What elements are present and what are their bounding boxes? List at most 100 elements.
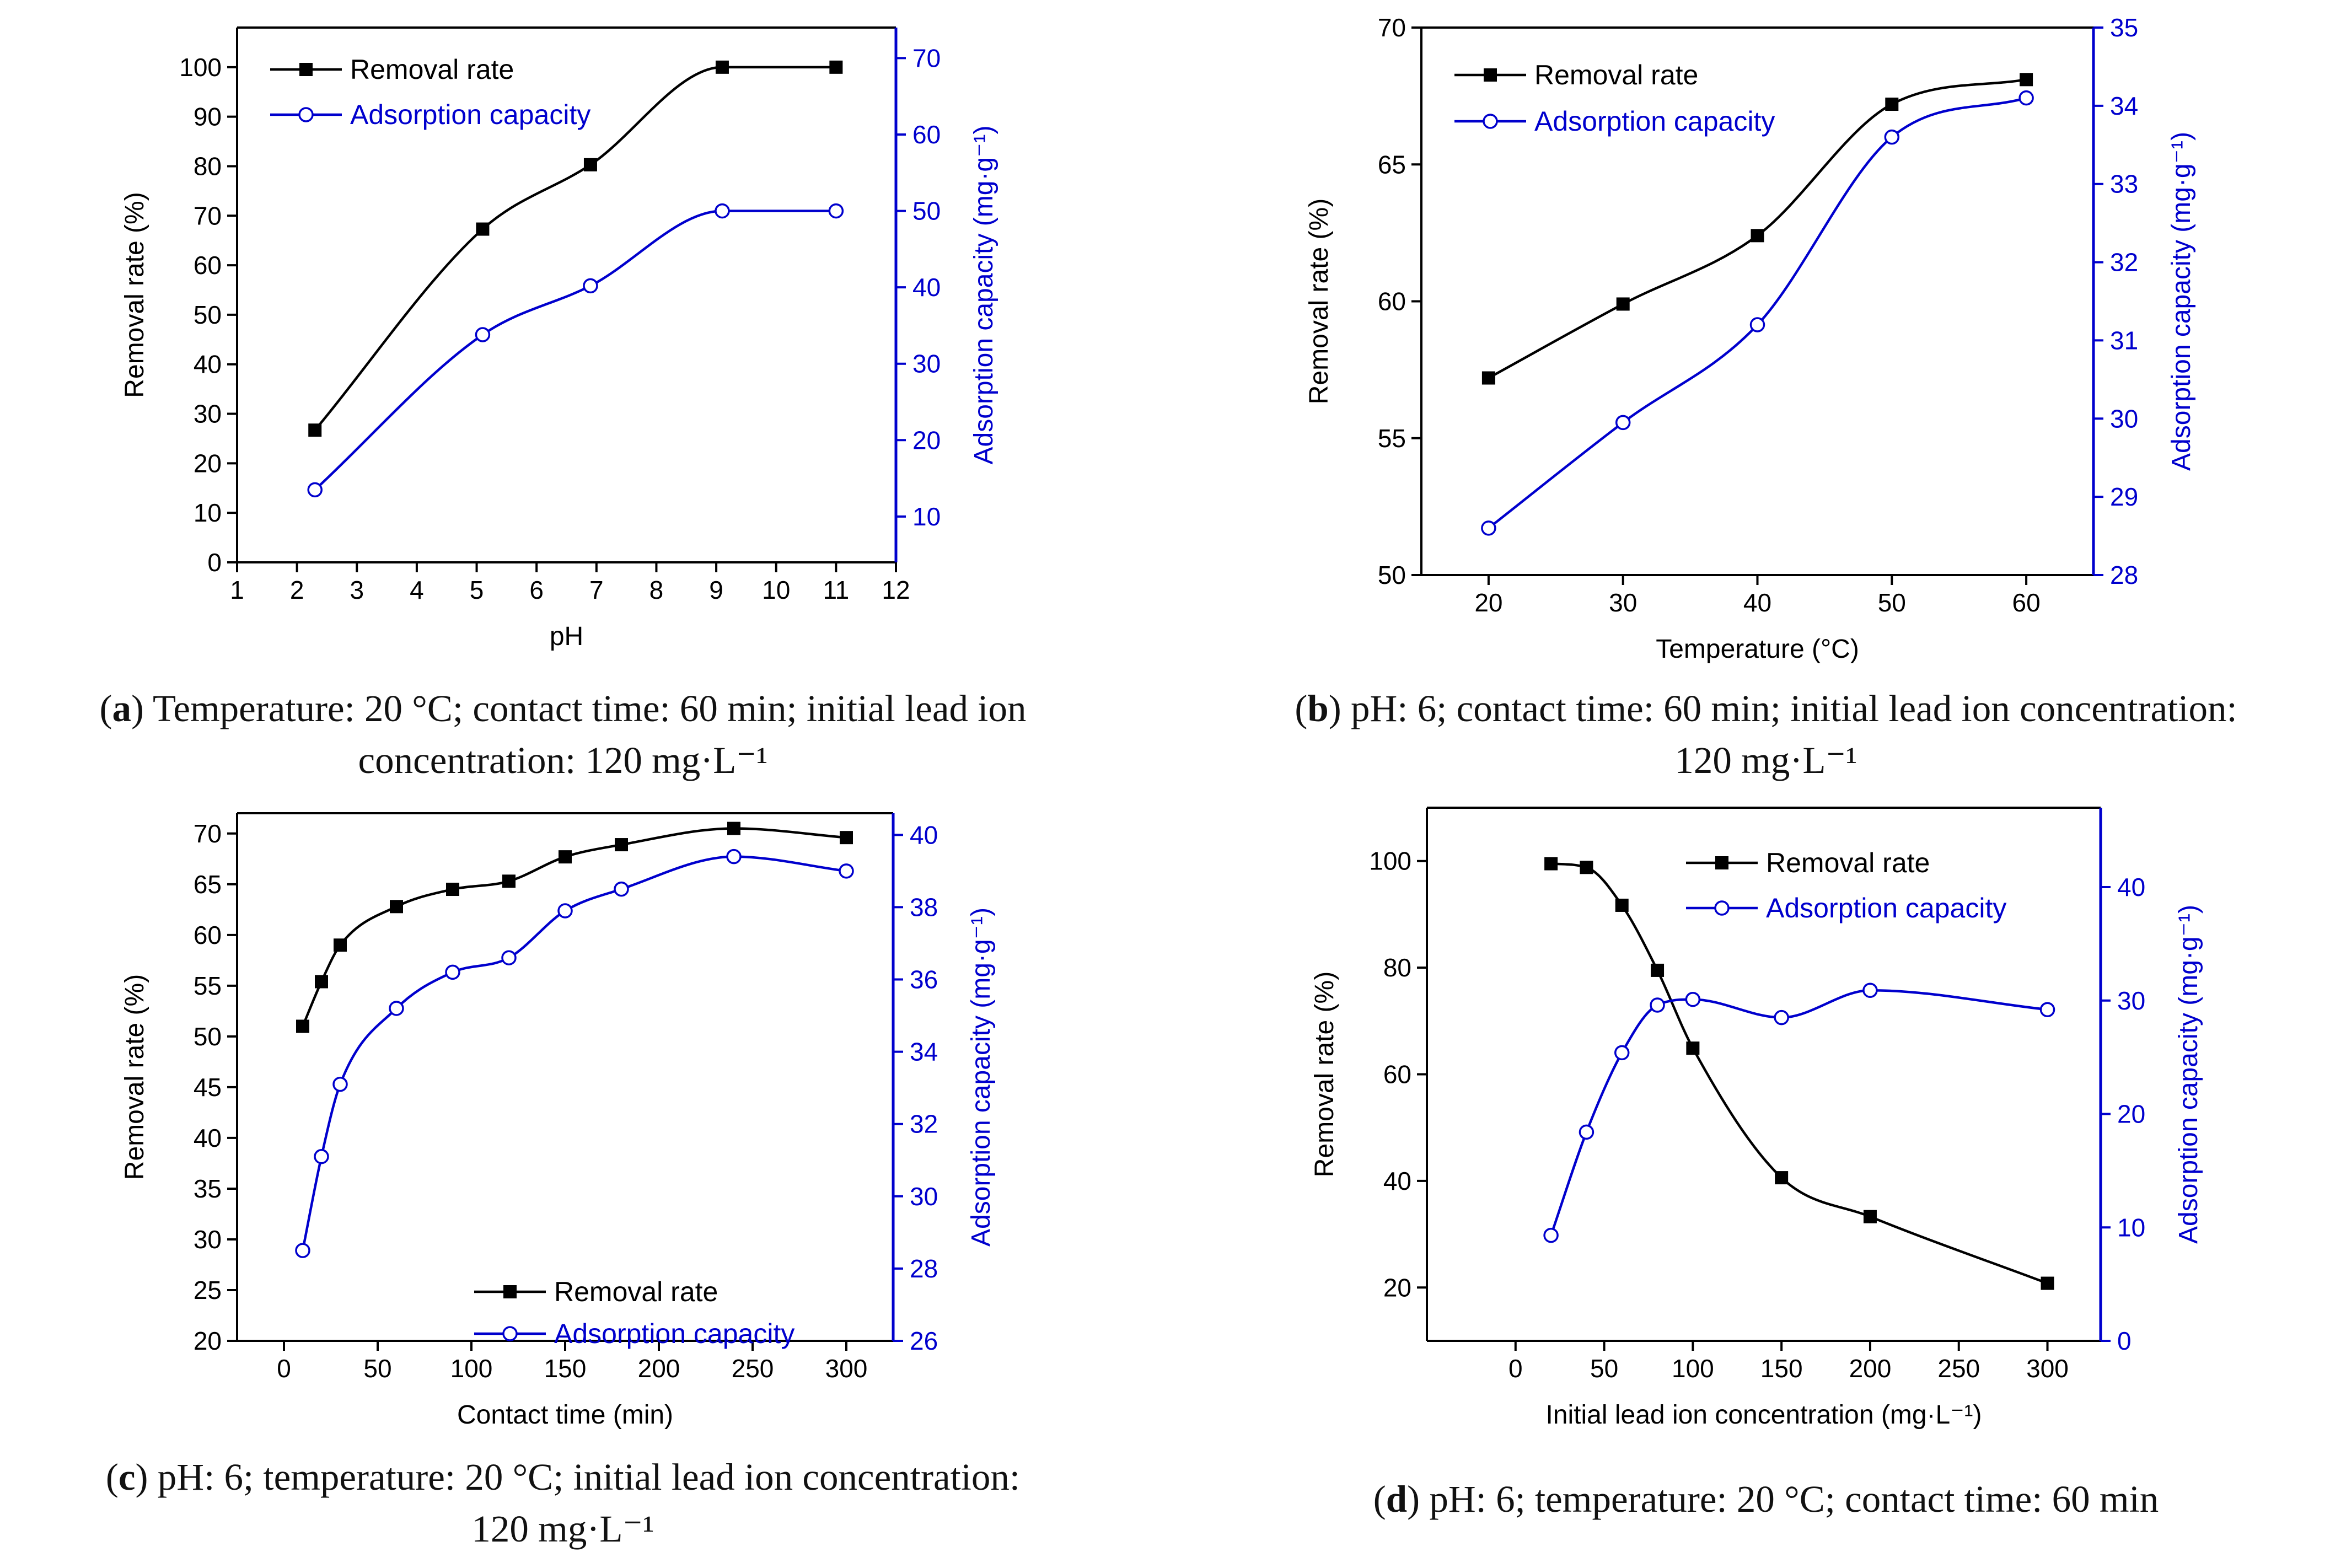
- x-tick-label: 3: [350, 576, 364, 604]
- series-line-adsorption-capacity: [314, 210, 836, 491]
- legend-marker: [503, 1285, 517, 1298]
- legend-marker: [298, 107, 314, 122]
- y-tick-label-right: 29: [2110, 482, 2138, 511]
- y-tick-label-left: 40: [194, 350, 222, 379]
- y-tick-label-right: 31: [2110, 326, 2138, 355]
- x-axis-label: Initial lead ion concentration (mg·L⁻¹): [1545, 1400, 1982, 1430]
- y-tick-label-left: 80: [1383, 953, 1411, 982]
- y-axis-label-left: Removal rate (%): [120, 974, 149, 1180]
- data-point-adsorption-capacity: [307, 482, 323, 498]
- y-axis-label-right: Adsorption capacity (mg·g⁻¹): [969, 126, 998, 465]
- y-tick-label-right: 10: [912, 502, 941, 531]
- y-tick-label-right: 28: [2110, 561, 2138, 589]
- x-tick-label: 12: [882, 576, 910, 604]
- caption-letter: a: [112, 688, 132, 729]
- series-line-adsorption-capacity: [1549, 989, 2048, 1236]
- legend-label: Adsorption capacity: [1534, 106, 1775, 137]
- x-tick-label: 4: [410, 576, 424, 604]
- y-tick-label-left: 65: [194, 870, 222, 899]
- y-tick-label-left: 20: [194, 449, 222, 477]
- series-line-adsorption-capacity: [301, 855, 847, 1251]
- data-point-removal-rate: [502, 874, 516, 888]
- chart-b: 20 30 40 50 60 50 55 60 65 70 28 29 30 31 32 33 34 35 Temp…: [1304, 13, 2196, 664]
- y-axis-label-left: Removal rate (%): [1310, 971, 1339, 1177]
- y-tick-label-right: 10: [2117, 1213, 2145, 1242]
- chart-d: 0 50 100 150 200 250 300 20 40 60 80 100 0 10 20 30 40 In…: [1310, 807, 2203, 1430]
- data-point-removal-rate: [1651, 963, 1665, 977]
- caption-letter: b: [1307, 688, 1329, 729]
- y-tick-label-left: 60: [194, 251, 222, 280]
- data-point-adsorption-capacity: [1481, 520, 1496, 536]
- x-tick-label: 150: [544, 1354, 587, 1383]
- data-point-removal-rate: [1616, 297, 1630, 311]
- y-tick-label-left: 50: [1378, 561, 1406, 589]
- data-point-removal-rate: [559, 850, 572, 864]
- x-tick-label: 100: [450, 1354, 493, 1383]
- y-tick-label-left: 55: [194, 971, 222, 1000]
- data-point-removal-rate: [1751, 229, 1764, 243]
- x-tick-label: 2: [290, 576, 304, 604]
- y-tick-label-right: 34: [910, 1038, 938, 1066]
- y-tick-label-left: 20: [194, 1327, 222, 1355]
- data-point-removal-rate: [1863, 1210, 1877, 1223]
- x-tick-label: 0: [1508, 1354, 1523, 1383]
- x-tick-label: 200: [638, 1354, 680, 1383]
- data-point-adsorption-capacity: [1614, 1045, 1630, 1061]
- y-tick-label-left: 50: [194, 300, 222, 329]
- data-point-adsorption-capacity: [726, 849, 742, 864]
- data-point-removal-rate: [1481, 371, 1495, 385]
- legend-label: Removal rate: [350, 54, 514, 85]
- y-tick-label-left: 45: [194, 1073, 222, 1102]
- y-tick-label-right: 30: [2110, 404, 2138, 433]
- y-tick-label-left: 30: [194, 400, 222, 428]
- y-tick-label-left: 60: [1383, 1060, 1411, 1089]
- y-tick-label-right: 40: [912, 273, 941, 302]
- data-point-adsorption-capacity: [2039, 1002, 2055, 1017]
- data-point-removal-rate: [308, 423, 322, 437]
- legend-label: Adsorption capacity: [1766, 893, 2006, 923]
- y-axis-label-right: Adsorption capacity (mg·g⁻¹): [967, 907, 996, 1247]
- x-tick-label: 300: [825, 1354, 868, 1383]
- legend-label: Adsorption capacity: [554, 1318, 794, 1349]
- data-point-adsorption-capacity: [445, 964, 460, 980]
- y-tick-label-right: 20: [912, 426, 941, 454]
- data-point-adsorption-capacity: [614, 881, 629, 897]
- caption-line1: pH: 6; temperature: 20 °C; initial lead …: [157, 1456, 1021, 1498]
- data-point-adsorption-capacity: [295, 1243, 310, 1258]
- y-axis-label-right: Adsorption capacity (mg·g⁻¹): [2167, 132, 2196, 471]
- x-tick-label: 50: [1590, 1354, 1618, 1383]
- data-point-adsorption-capacity: [2018, 90, 2034, 106]
- y-tick-label-left: 35: [194, 1174, 222, 1203]
- data-point-removal-rate: [1775, 1171, 1789, 1185]
- y-tick-label-right: 40: [2117, 873, 2145, 901]
- data-point-adsorption-capacity: [314, 1148, 329, 1164]
- caption-b: (b) pH: 6; contact time: 60 min; initial…: [1295, 688, 2237, 781]
- x-axis-label: pH: [550, 622, 583, 651]
- x-tick-label: 1: [230, 576, 244, 604]
- y-tick-label-left: 40: [1383, 1167, 1411, 1195]
- x-tick-label: 20: [1474, 588, 1502, 617]
- data-point-removal-rate: [2041, 1276, 2054, 1290]
- data-point-removal-rate: [727, 821, 740, 835]
- data-point-adsorption-capacity: [1749, 317, 1765, 332]
- series-line-removal-rate: [1550, 862, 2048, 1285]
- data-point-adsorption-capacity: [715, 203, 730, 219]
- y-tick-label-left: 20: [1383, 1273, 1411, 1302]
- x-tick-label: 40: [1743, 588, 1771, 617]
- data-point-adsorption-capacity: [1774, 1009, 1789, 1025]
- y-tick-label-right: 50: [912, 197, 941, 225]
- y-tick-label-right: 33: [2110, 170, 2138, 198]
- x-axis-label: Temperature (°C): [1656, 635, 1859, 664]
- data-point-adsorption-capacity: [828, 203, 844, 219]
- series-line-adsorption-capacity: [1488, 96, 2027, 529]
- x-tick-label: 30: [1609, 588, 1637, 617]
- y-tick-label-right: 40: [910, 820, 938, 849]
- caption-line1: Temperature: 20 °C; contact time: 60 min…: [153, 688, 1027, 729]
- y-tick-label-right: 38: [910, 893, 938, 921]
- data-point-removal-rate: [615, 838, 628, 852]
- data-point-removal-rate: [315, 975, 328, 989]
- legend-marker: [299, 63, 313, 76]
- y-tick-label-right: 0: [2117, 1327, 2132, 1355]
- caption-line2: concentration: 120 mg·L⁻¹: [358, 739, 768, 781]
